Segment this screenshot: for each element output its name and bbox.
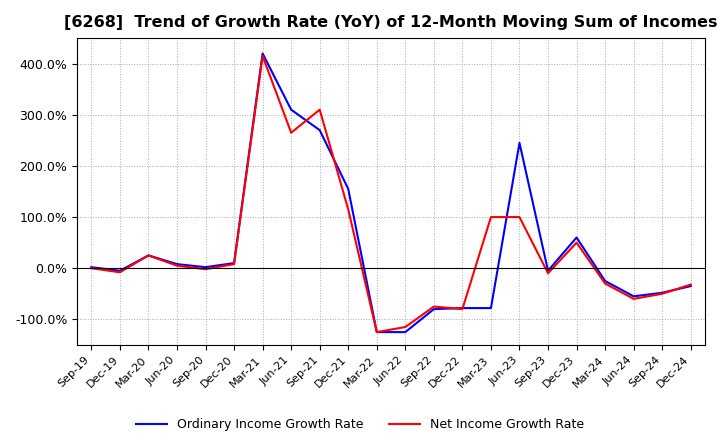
Ordinary Income Growth Rate	[144, 253, 153, 258]
Ordinary Income Growth Rate	[87, 264, 96, 270]
Ordinary Income Growth Rate	[572, 235, 581, 240]
Ordinary Income Growth Rate	[600, 279, 609, 284]
Net Income Growth Rate	[315, 107, 324, 112]
Ordinary Income Growth Rate	[287, 107, 295, 112]
Ordinary Income Growth Rate	[173, 261, 181, 267]
Net Income Growth Rate	[658, 291, 667, 297]
Ordinary Income Growth Rate	[401, 330, 410, 335]
Net Income Growth Rate	[372, 330, 381, 335]
Line: Net Income Growth Rate: Net Income Growth Rate	[91, 56, 690, 332]
Ordinary Income Growth Rate	[658, 290, 667, 295]
Ordinary Income Growth Rate	[315, 128, 324, 133]
Ordinary Income Growth Rate	[487, 305, 495, 311]
Net Income Growth Rate	[430, 304, 438, 309]
Net Income Growth Rate	[686, 282, 695, 287]
Net Income Growth Rate	[516, 214, 524, 220]
Ordinary Income Growth Rate	[344, 186, 353, 191]
Ordinary Income Growth Rate	[686, 283, 695, 289]
Ordinary Income Growth Rate	[544, 268, 552, 273]
Net Income Growth Rate	[287, 130, 295, 136]
Ordinary Income Growth Rate	[629, 293, 638, 299]
Net Income Growth Rate	[600, 281, 609, 286]
Net Income Growth Rate	[572, 240, 581, 245]
Ordinary Income Growth Rate	[230, 260, 238, 266]
Ordinary Income Growth Rate	[458, 305, 467, 311]
Net Income Growth Rate	[201, 267, 210, 272]
Ordinary Income Growth Rate	[516, 140, 524, 146]
Net Income Growth Rate	[87, 266, 96, 271]
Ordinary Income Growth Rate	[258, 51, 267, 56]
Net Income Growth Rate	[401, 324, 410, 330]
Net Income Growth Rate	[458, 307, 467, 312]
Net Income Growth Rate	[173, 263, 181, 268]
Net Income Growth Rate	[116, 270, 125, 275]
Net Income Growth Rate	[487, 214, 495, 220]
Net Income Growth Rate	[258, 53, 267, 59]
Net Income Growth Rate	[230, 261, 238, 267]
Ordinary Income Growth Rate	[430, 307, 438, 312]
Ordinary Income Growth Rate	[116, 268, 125, 273]
Ordinary Income Growth Rate	[372, 330, 381, 335]
Legend: Ordinary Income Growth Rate, Net Income Growth Rate: Ordinary Income Growth Rate, Net Income …	[131, 413, 589, 436]
Title: [6268]  Trend of Growth Rate (YoY) of 12-Month Moving Sum of Incomes: [6268] Trend of Growth Rate (YoY) of 12-…	[64, 15, 718, 30]
Ordinary Income Growth Rate	[201, 264, 210, 270]
Line: Ordinary Income Growth Rate: Ordinary Income Growth Rate	[91, 53, 690, 332]
Net Income Growth Rate	[344, 207, 353, 212]
Net Income Growth Rate	[144, 253, 153, 258]
Net Income Growth Rate	[544, 271, 552, 276]
Net Income Growth Rate	[629, 296, 638, 301]
